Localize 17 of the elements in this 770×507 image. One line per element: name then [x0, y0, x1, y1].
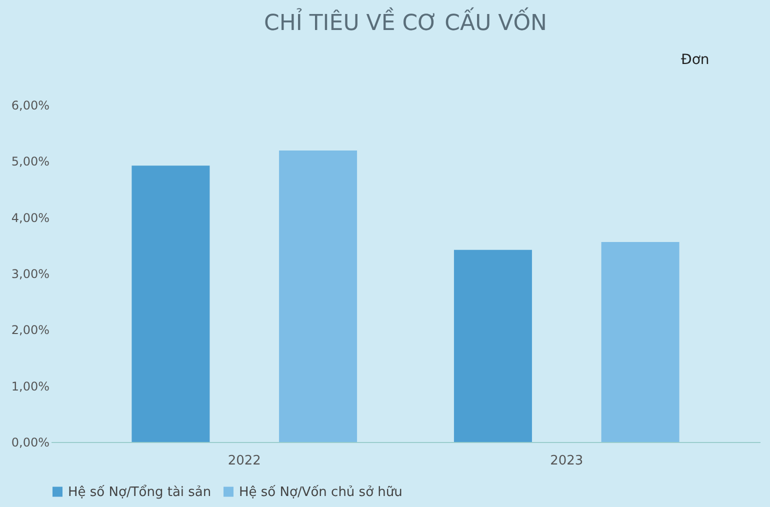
bar: [279, 150, 358, 442]
bar: [454, 250, 532, 442]
x-tick-label: 2022: [228, 454, 261, 468]
chart-title: CHỈ TIÊU VỀ CƠ CẤU VỐN: [264, 7, 548, 36]
y-tick-label: 2,00%: [11, 323, 50, 338]
y-tick-label: 6,00%: [11, 98, 50, 112]
y-tick-label: 0,00%: [11, 436, 50, 450]
y-tick-label: 4,00%: [11, 210, 50, 225]
legend-label: Hệ số Nợ/Tổng tài sản: [68, 484, 212, 500]
y-tick-label: 5,00%: [11, 154, 50, 169]
y-tick-label: 3,00%: [11, 267, 50, 281]
legend-label: Hệ số Nợ/Vốn chủ sở hữu: [239, 484, 402, 500]
x-tick-label: 2023: [550, 454, 584, 468]
bar: [601, 242, 680, 442]
y-tick-label: 1,00%: [11, 379, 50, 394]
text: Đơn: [681, 52, 710, 68]
bar: [132, 166, 210, 442]
